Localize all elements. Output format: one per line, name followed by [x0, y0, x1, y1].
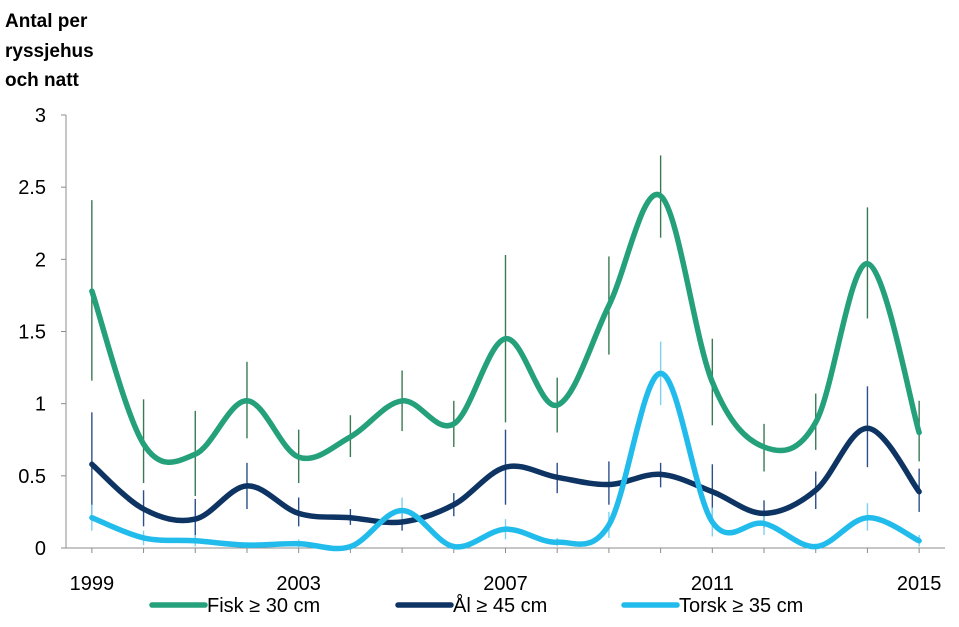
legend-label: Ål ≥ 45 cm: [453, 594, 547, 617]
y-tick-label: 2.5: [18, 177, 46, 199]
x-tick-label: 2007: [483, 573, 528, 595]
y-tick-label: 3: [35, 105, 46, 127]
series-lines: [89, 191, 922, 552]
y-tick-label: 1.5: [18, 322, 46, 344]
y-tick-label: 0.5: [18, 466, 46, 488]
series-line: [89, 191, 922, 465]
x-tick-label: 2015: [897, 573, 942, 595]
y-tick-label: 0: [35, 538, 46, 560]
y-axis-title-line-1: Antal per: [5, 11, 88, 32]
legend-label: Fisk ≥ 30 cm: [207, 595, 320, 617]
y-axis-title: Antal per ryssjehus och natt: [5, 11, 94, 91]
x-tick-label: 2011: [691, 573, 734, 595]
x-tick-label: 1999: [70, 573, 115, 595]
y-tick-label: 1: [35, 394, 46, 416]
legend-label: Torsk ≥ 35 cm: [679, 595, 803, 617]
y-axis-title-line-2: ryssjehus: [5, 41, 94, 62]
error-bars: [91, 155, 920, 548]
y-axis-title-line-3: och natt: [5, 70, 80, 91]
legend: Fisk ≥ 30 cm Ål ≥ 45 cm Torsk ≥ 35 cm: [149, 594, 803, 617]
x-tick-label: 2003: [276, 573, 321, 595]
axes: 0 0.5 1 1.5 2 2.5 3 1999 2003 2007 2011 2015: [18, 105, 945, 595]
y-tick-label: 2: [35, 249, 46, 271]
